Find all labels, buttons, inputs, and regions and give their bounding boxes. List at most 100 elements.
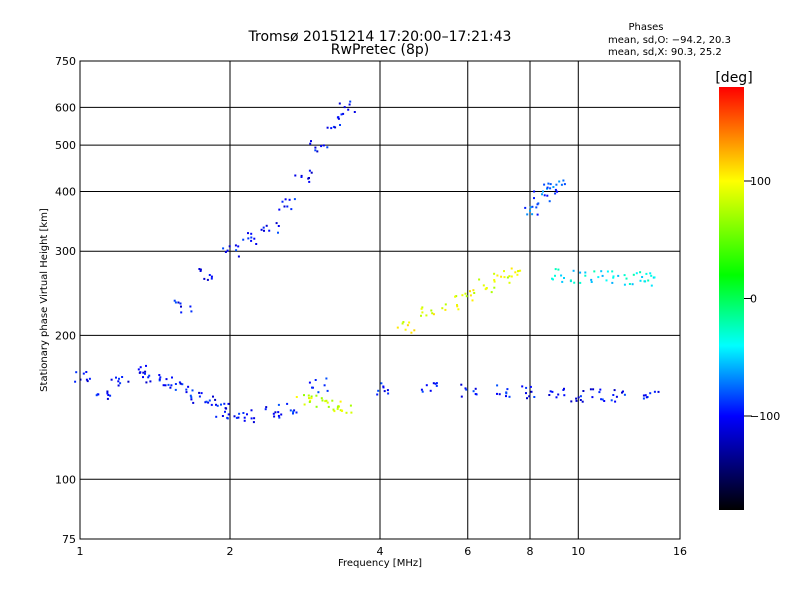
- data-point: [295, 411, 298, 414]
- data-point: [121, 376, 124, 378]
- data-point: [505, 395, 507, 398]
- data-point: [145, 381, 148, 384]
- data-point: [234, 244, 237, 247]
- data-point: [198, 395, 201, 398]
- colorbar-tick-label: −100: [750, 410, 780, 423]
- data-point: [250, 236, 253, 239]
- data-point: [349, 100, 352, 103]
- data-point: [506, 276, 509, 279]
- data-point: [294, 174, 297, 177]
- data-point: [546, 186, 549, 189]
- data-point: [309, 142, 312, 145]
- data-point: [330, 127, 333, 130]
- data-point: [277, 403, 280, 406]
- data-points: [74, 100, 660, 424]
- data-point: [579, 281, 582, 284]
- data-point: [528, 395, 531, 398]
- data-point: [603, 400, 606, 402]
- data-point: [548, 394, 551, 396]
- data-point: [584, 271, 587, 274]
- colorbar-label: [deg]: [715, 70, 752, 86]
- cluster: [396, 267, 522, 334]
- data-point: [336, 116, 339, 119]
- data-point: [215, 415, 218, 418]
- data-point: [339, 409, 342, 412]
- data-point: [190, 398, 193, 401]
- data-point: [600, 398, 603, 401]
- data-point: [612, 275, 615, 278]
- data-point: [612, 394, 615, 396]
- data-point: [622, 390, 624, 393]
- data-point: [541, 193, 543, 196]
- data-point: [615, 395, 618, 398]
- data-point: [290, 208, 293, 211]
- y-tick-label: 75: [62, 533, 76, 546]
- data-point: [529, 385, 532, 388]
- data-point: [215, 403, 217, 406]
- data-point: [338, 102, 341, 105]
- data-point: [165, 378, 168, 381]
- data-point: [190, 396, 193, 399]
- data-point: [273, 415, 276, 418]
- data-point: [250, 417, 253, 420]
- data-point: [263, 229, 265, 232]
- data-point: [560, 183, 563, 186]
- data-point: [506, 388, 509, 391]
- data-point: [657, 390, 660, 393]
- data-point: [226, 249, 229, 252]
- data-point: [575, 397, 578, 400]
- data-point: [174, 388, 177, 391]
- data-point: [579, 395, 582, 398]
- data-point: [144, 372, 146, 375]
- data-point: [265, 406, 268, 409]
- data-point: [548, 200, 551, 203]
- data-point: [309, 399, 312, 402]
- data-point: [649, 272, 652, 275]
- data-point: [593, 270, 596, 273]
- data-point: [280, 413, 283, 416]
- data-point: [524, 206, 527, 209]
- data-point: [500, 275, 503, 278]
- data-point: [159, 376, 162, 379]
- data-point: [260, 228, 263, 231]
- data-point: [255, 243, 258, 245]
- data-point: [224, 251, 227, 253]
- data-point: [573, 281, 576, 284]
- data-point: [465, 388, 468, 391]
- data-point: [339, 124, 341, 126]
- data-point: [342, 112, 345, 115]
- data-point: [292, 412, 294, 415]
- data-point: [75, 371, 78, 374]
- data-point: [233, 415, 236, 418]
- data-point: [386, 389, 389, 392]
- data-point: [579, 399, 582, 401]
- data-point: [613, 389, 616, 392]
- data-point: [237, 416, 240, 419]
- data-point: [421, 390, 424, 393]
- data-point: [401, 322, 404, 325]
- data-point: [339, 400, 342, 403]
- phase-stats-o: mean, sd,O: −94.2, 20.3: [608, 35, 731, 46]
- data-point: [95, 394, 98, 397]
- data-point: [243, 419, 246, 422]
- data-point: [569, 279, 572, 282]
- y-tick-label: 600: [55, 101, 76, 114]
- data-point: [173, 299, 176, 302]
- data-point: [235, 249, 238, 252]
- data-point: [432, 313, 435, 316]
- data-point: [425, 384, 428, 387]
- data-point: [543, 183, 546, 186]
- y-tick-label: 500: [55, 139, 76, 152]
- data-point: [496, 274, 499, 277]
- colorbar-ticks: 100 0 −100: [744, 175, 780, 423]
- data-point: [554, 268, 557, 271]
- data-point: [181, 383, 184, 386]
- data-point: [303, 394, 305, 397]
- data-point: [162, 384, 165, 387]
- chart-title: Tromsø 20151214 17:20:00–17:21:43: [248, 29, 512, 45]
- data-point: [331, 399, 334, 402]
- data-point: [327, 405, 330, 408]
- data-point: [326, 389, 329, 392]
- data-point: [644, 394, 647, 397]
- data-point: [529, 209, 531, 212]
